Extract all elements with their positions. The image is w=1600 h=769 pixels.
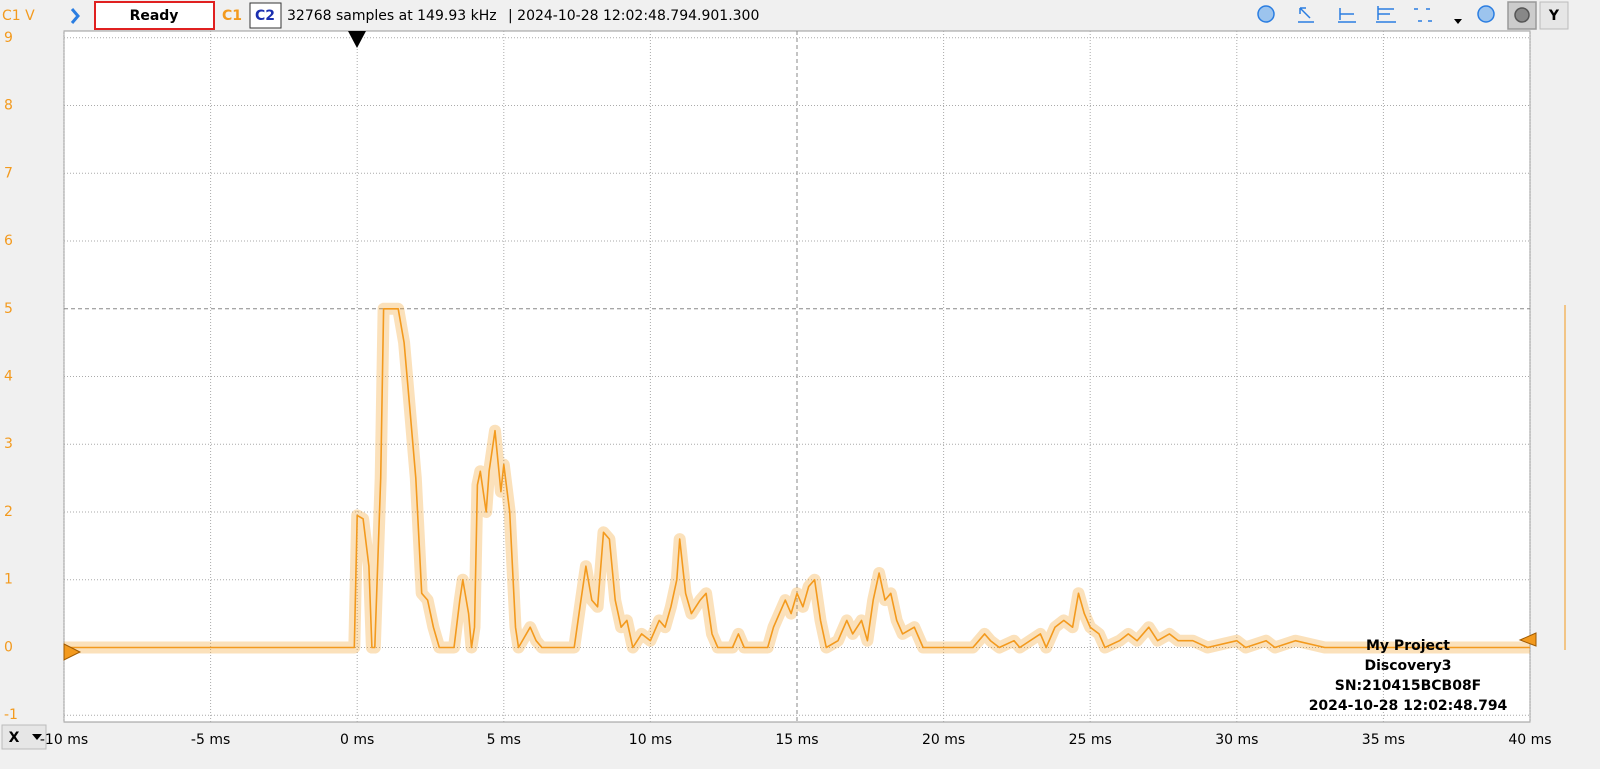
info-project: My Project [1366, 638, 1450, 654]
cursor-icon[interactable] [1298, 7, 1314, 23]
y-tick-label: 0 [4, 639, 13, 655]
status: Ready [130, 8, 179, 24]
gear [1514, 7, 1530, 23]
offset-marker[interactable] [63, 643, 82, 661]
zoom-out-icon[interactable] [1477, 5, 1495, 23]
sample-info: 32768 samples at 149.93 kHz [287, 8, 497, 24]
traces [64, 302, 1530, 654]
channel-axis-label: C1 V [2, 8, 35, 24]
x-dropdown[interactable] [32, 734, 42, 740]
y-button-box[interactable] [1539, 1, 1569, 30]
marker-icon[interactable] [1338, 8, 1356, 23]
y-tick-label: -1 [4, 707, 18, 723]
x-tick-label: 0 ms [340, 732, 374, 748]
y-tick-label: 5 [4, 301, 13, 317]
run-arrow[interactable] [70, 8, 80, 24]
y-tick-label: 4 [4, 369, 13, 385]
x-tick-label: 20 ms [922, 732, 965, 748]
x-tick-label: -10 ms [40, 732, 88, 748]
timestamp: | 2024-10-28 12:02:48.794.901.300 [508, 8, 759, 24]
y-tick-label: 6 [4, 233, 13, 249]
numbers-icon[interactable] [1414, 8, 1432, 22]
channel-2-box[interactable] [249, 2, 282, 29]
status-box[interactable] [94, 1, 215, 30]
y-tick-label: 3 [4, 436, 13, 452]
x-tick-label: 5 ms [487, 732, 521, 748]
y-tick-label: 8 [4, 98, 13, 114]
info-device: Discovery3 [1364, 658, 1451, 674]
info-serial: SN:210415BCB08F [1335, 678, 1482, 694]
x-tick-label: 25 ms [1069, 732, 1112, 748]
y-tick-label: 7 [4, 165, 13, 181]
channel-1[interactable]: C1 [222, 8, 242, 24]
x-tick-label: 30 ms [1215, 732, 1258, 748]
toolbar-icons [1257, 1, 1537, 30]
channel-2: C2 [255, 8, 275, 24]
y-button: Y [1548, 8, 1560, 24]
x-tick-label: 15 ms [775, 732, 818, 748]
x-button: X [9, 730, 20, 746]
trace [64, 308, 1530, 649]
zoom-icon[interactable] [1257, 5, 1275, 23]
marker-icon[interactable] [1376, 6, 1396, 23]
x-tick-label: 35 ms [1362, 732, 1405, 748]
x-tick-label: -5 ms [191, 732, 230, 748]
y-tick-label: 9 [4, 30, 13, 46]
x-tick-label: 40 ms [1508, 732, 1551, 748]
grid [63, 31, 1531, 722]
trigger-level-marker[interactable] [1518, 632, 1537, 647]
x-tick-label: 10 ms [629, 732, 672, 748]
trigger-position-marker[interactable] [348, 31, 366, 48]
y-tick-label: 2 [4, 504, 13, 520]
y-tick-label: 1 [4, 572, 13, 588]
dropdown-icon[interactable] [1454, 19, 1462, 24]
info-time: 2024-10-28 12:02:48.794 [1309, 698, 1508, 714]
